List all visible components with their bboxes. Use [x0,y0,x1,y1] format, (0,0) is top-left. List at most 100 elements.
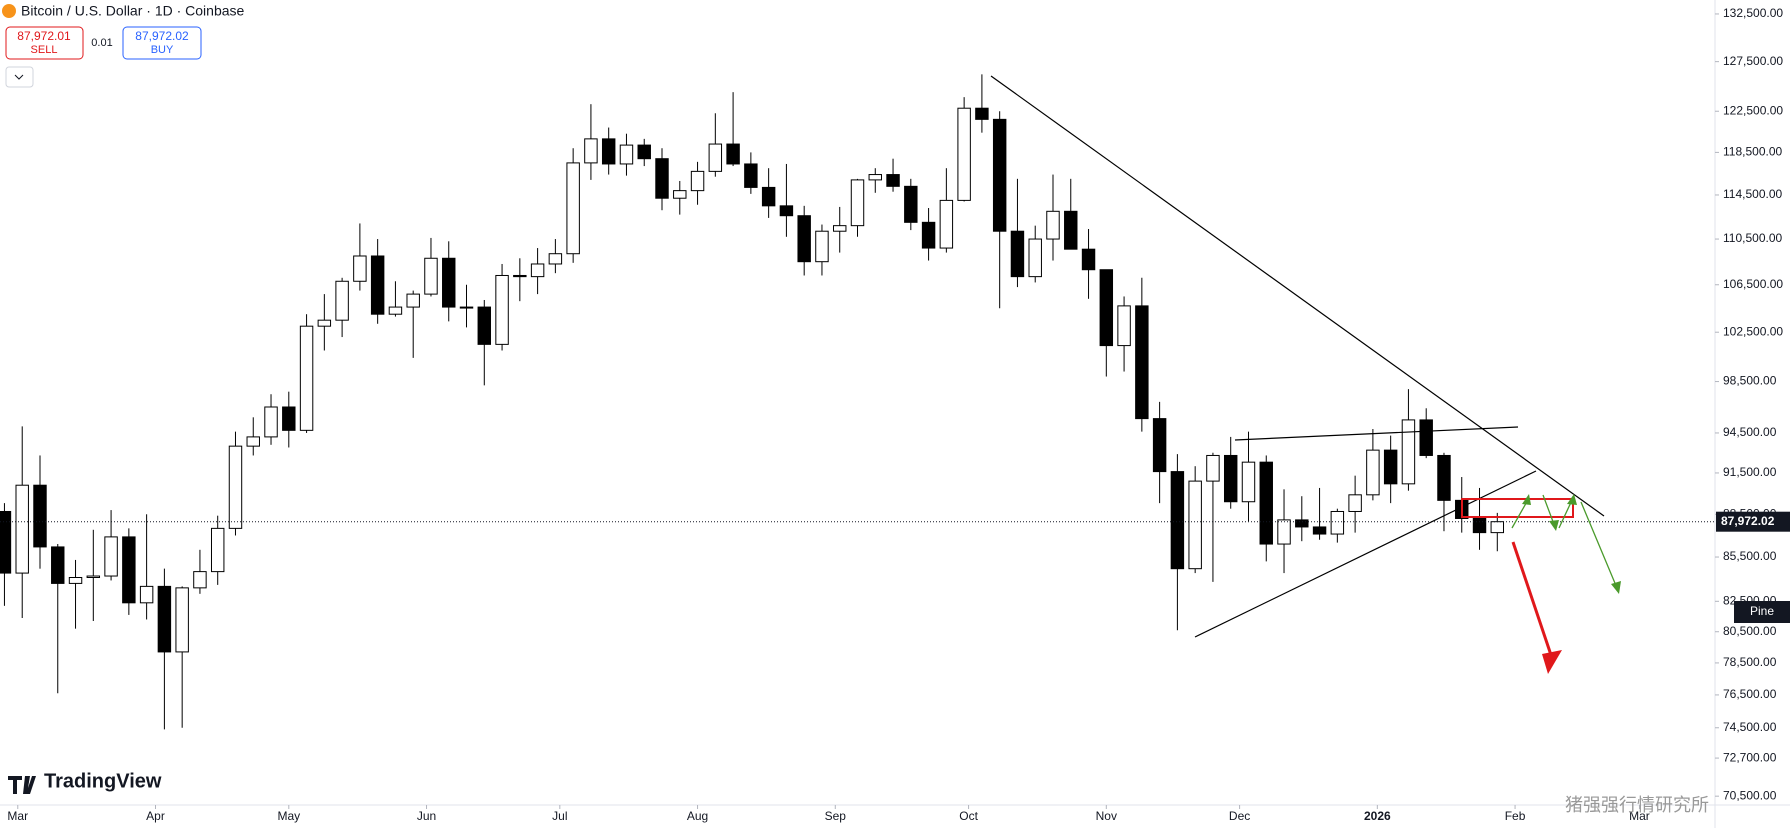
candle-body [1419,419,1433,456]
buy-button[interactable] [122,26,202,60]
candle-body [353,255,367,282]
candle-body [1312,526,1327,535]
arrow-head [1611,581,1621,594]
y-tick-label: 132,500.00 [1723,6,1783,20]
y-tick-label: 91,500.00 [1723,465,1777,479]
drawings [990,75,1621,674]
x-tick-label: Feb [1505,809,1526,823]
candle-body [1383,449,1398,485]
y-tick-label: 118,500.00 [1723,145,1782,159]
x-tick-label: Dec [1229,809,1250,823]
x-tick-label: Jun [417,809,436,823]
candle-body [264,406,278,438]
candle-body [122,536,136,604]
candle-body [744,163,758,188]
candle-body [655,158,669,199]
candle-body [1223,454,1238,503]
trend-line [1234,426,1519,441]
y-tick-label: 74,500.00 [1723,720,1777,734]
candle-body [388,306,403,315]
y-tick-label: 70,500.00 [1723,788,1777,802]
candle-body [530,263,545,278]
x-tick-label: Mar [7,809,28,823]
candle-body [1472,517,1487,534]
candle-body [1348,494,1362,512]
candle-body [33,484,47,548]
candle-body [1330,510,1345,535]
candle-body [459,306,474,309]
chevron-icon [14,74,24,80]
candle-body [299,325,314,431]
candle-body [0,510,12,574]
y-tick-label: 106,500.00 [1723,277,1783,291]
candle-body [477,306,492,345]
arrow-head [1549,520,1559,531]
candle-body [992,118,1007,232]
candle-body [548,253,563,265]
candle-body [1206,454,1220,482]
candle-body [1277,519,1291,545]
candle-body [1010,230,1025,278]
y-tick-label: 76,500.00 [1723,687,1777,701]
tv-logo-icon [8,776,36,794]
candle-body [139,585,154,604]
candle-body [406,293,420,308]
x-tick-label: 2026 [1364,809,1391,823]
candle-body [1401,419,1416,485]
candle-body [1366,449,1380,496]
candle-body [86,575,101,578]
candle-body [1135,305,1149,420]
sell-label: SELL [31,44,58,56]
x-tick-label: Sep [825,809,847,823]
x-tick-label: Aug [687,809,708,823]
x-tick-label: Apr [146,809,165,823]
y-tick-label: 80,500.00 [1723,624,1777,638]
candle-body [1490,521,1505,534]
buy-price: 87,972.02 [135,29,189,43]
candle-body [761,186,776,207]
y-tick-label: 85,500.00 [1723,549,1777,563]
y-tick-label: 127,500.00 [1723,54,1783,68]
y-tick-label: 110,500.00 [1723,231,1782,245]
arrow-head [1542,650,1562,674]
candle-body [1081,248,1096,271]
candle-body [193,571,207,589]
candle-body [797,215,811,263]
candle-body [833,225,847,232]
x-tick-label: Mar [1629,809,1650,823]
candle-body [708,143,723,172]
candle-body [335,280,349,321]
candle-body [282,406,296,431]
sell-price: 87,972.01 [17,29,71,43]
candle-body [850,179,865,227]
candle-body [442,257,456,308]
candle-body [779,205,794,217]
x-tick-label: Oct [959,809,978,823]
y-tick-label: 122,500.00 [1723,103,1783,117]
y-tick-label: 94,500.00 [1723,425,1777,439]
candle-body [317,319,332,327]
candle-body [975,107,989,120]
candle-body [886,174,900,187]
y-tick-label: 98,500.00 [1723,374,1777,388]
candle-body [904,185,918,223]
y-tick-label: 102,500.00 [1723,324,1783,338]
candle-body [1046,210,1060,240]
candle-body [1437,454,1451,501]
collapse-button[interactable] [5,66,34,88]
candle-body [921,221,936,249]
pine-badge[interactable] [1734,601,1790,623]
candle-body [104,536,118,577]
candle-body [619,144,634,165]
candle-body [1028,238,1042,278]
x-tick-label: May [277,809,300,823]
candle-body [726,143,740,165]
x-tick-label: Jul [552,809,567,823]
sell-button[interactable] [5,26,84,60]
candle-body [1099,269,1114,347]
candle-body [210,527,225,573]
candle-body [584,138,598,164]
candle-body [495,274,509,345]
